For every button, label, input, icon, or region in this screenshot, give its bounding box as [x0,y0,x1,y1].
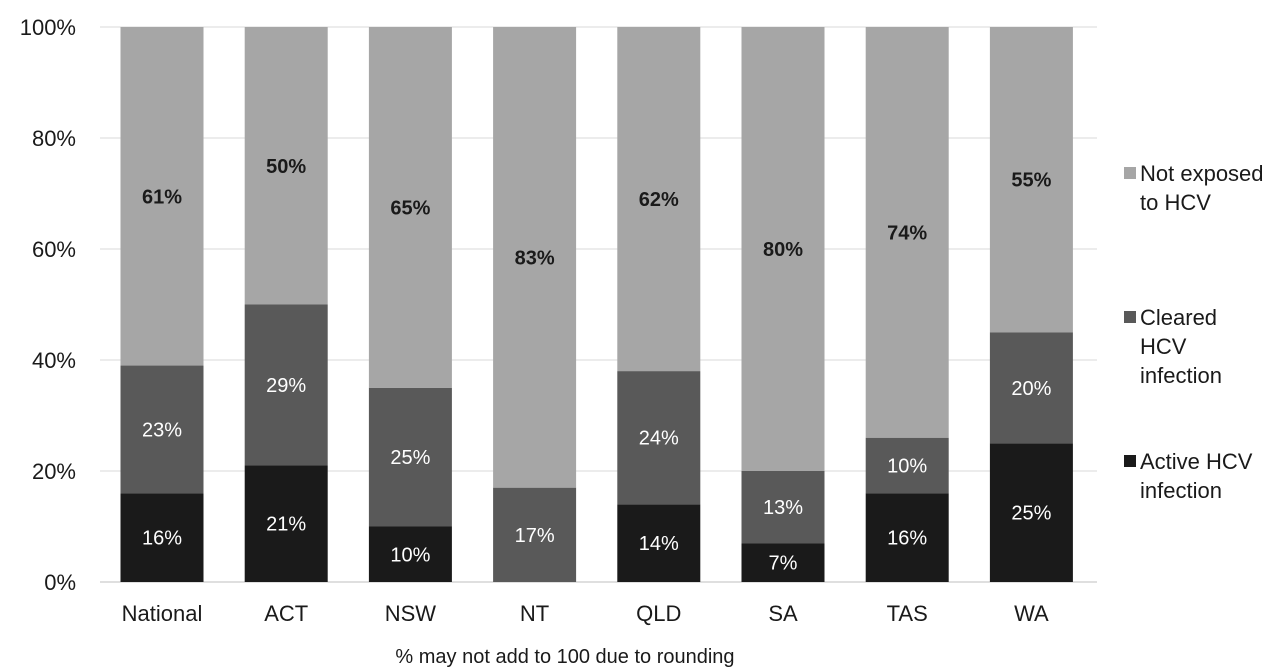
x-tick-label: National [122,601,203,626]
legend-label-not-exposed: Not exposed to HCV [1140,159,1277,217]
y-tick-label: 40% [32,348,76,373]
legend-swatch-not-exposed [1124,167,1136,179]
data-label: 13% [763,497,803,519]
y-tick-label: 20% [32,459,76,484]
data-label: 83% [515,247,555,269]
x-axis: National ACT NSW NT QLD SA TAS WA [122,601,1049,626]
data-label: 23% [142,419,182,441]
legend-item-cleared: Cleared HCV infection [1124,303,1260,390]
x-tick-label: QLD [636,601,681,626]
data-label: 50% [266,156,306,178]
data-label: 24% [639,428,679,450]
data-label: 21% [266,514,306,536]
data-label: 74% [887,222,927,244]
legend-swatch-active [1124,455,1136,467]
data-label: 25% [1011,503,1051,525]
y-tick-label: 80% [32,126,76,151]
y-axis: 0% 20% 40% 60% 80% 100% [20,15,76,595]
data-label: 55% [1011,170,1051,192]
legend-label-active: Active HCV infection [1140,447,1268,505]
data-label: 10% [887,455,927,477]
data-label: 25% [390,447,430,469]
data-label: 14% [639,533,679,555]
legend-item-not-exposed: Not exposed to HCV [1124,159,1277,217]
x-tick-label: WA [1014,601,1049,626]
data-label: 16% [887,528,927,550]
x-tick-label: NT [520,601,549,626]
data-label: 65% [390,197,430,219]
footnote: % may not add to 100 due to rounding [0,646,1130,669]
y-tick-label: 60% [32,237,76,262]
legend-item-active: Active HCV infection [1124,447,1268,505]
data-label: 7% [769,553,798,575]
data-label: 20% [1011,378,1051,400]
x-tick-label: ACT [264,601,308,626]
data-label: 61% [142,186,182,208]
data-label: 62% [639,189,679,211]
legend-swatch-cleared [1124,311,1136,323]
legend: Not exposed to HCV Cleared HCV infection… [1124,0,1274,668]
y-tick-label: 0% [44,570,76,595]
data-label: 17% [515,525,555,547]
x-tick-label: TAS [887,601,928,626]
x-tick-label: SA [768,601,798,626]
data-label: 16% [142,528,182,550]
x-tick-label: NSW [385,601,437,626]
bars: 16% 23% 61% 21% 29% 50% 10% 25% 65% 17% 83% 14% 24% 6… [121,27,1073,582]
data-label: 29% [266,375,306,397]
legend-label-cleared: Cleared HCV infection [1140,303,1260,390]
data-label: 10% [390,544,430,566]
y-tick-label: 100% [20,15,76,40]
data-label: 80% [763,239,803,261]
